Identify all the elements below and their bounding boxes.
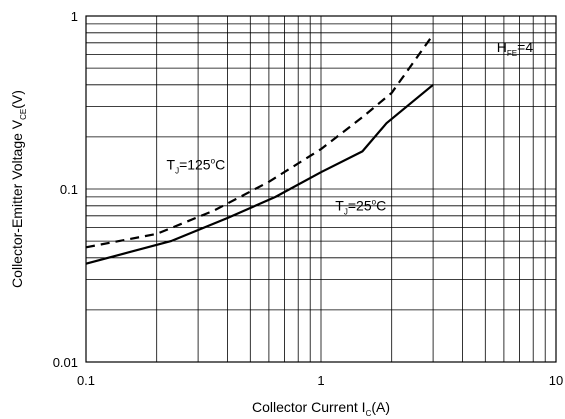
- series-layer: [85, 34, 434, 265]
- x-axis-title: Collector Current IC(A): [252, 399, 390, 418]
- annotation-symbol: T: [335, 198, 344, 214]
- y-tick-label: 0.01: [53, 355, 78, 370]
- x-axis-title-tail: (A): [371, 399, 390, 415]
- series-line-solid: [85, 83, 434, 265]
- annotation-subscript: J: [344, 208, 348, 217]
- annotation-symbol: T: [167, 156, 176, 172]
- grid: [86, 16, 556, 362]
- annotation-value: =4: [517, 39, 533, 55]
- annotation-superscript: o: [211, 156, 216, 165]
- y-tick-label: 0.1: [60, 182, 78, 197]
- x-axis-title-main: Collector Current I: [252, 399, 366, 415]
- annotation-hfe: HFE=4: [497, 39, 534, 58]
- annotation-unit: C: [376, 198, 386, 214]
- y-axis-title-sub: CE: [19, 109, 28, 120]
- axis-titles: Collector Current IC(A)Collector-Emitter…: [9, 90, 390, 418]
- y-axis-title: Collector-Emitter Voltage VCE(V): [9, 90, 28, 288]
- annotation-value: =25: [348, 198, 372, 214]
- tick-labels: 0.1 1 10 0.01 0.1 1: [53, 9, 564, 388]
- plot-frame: [85, 15, 557, 363]
- annotation-unit: C: [215, 156, 225, 172]
- annotation-superscript: o: [372, 198, 377, 207]
- annotation-symbol: H: [497, 39, 507, 55]
- annotation-tj-125: TJ=125oC: [167, 156, 226, 175]
- y-tick-label: 1: [71, 9, 78, 24]
- annotation-value: =125: [179, 156, 211, 172]
- x-axis-title-sub: C: [366, 409, 372, 418]
- y-axis-title-main: Collector-Emitter Voltage V: [9, 119, 25, 288]
- series-line-dashed: [85, 34, 434, 249]
- x-tick-label: 0.1: [77, 373, 95, 388]
- x-tick-label: 1: [317, 373, 324, 388]
- annotation-subscript: FE: [507, 49, 517, 58]
- annotation-tj-25: TJ=25oC: [335, 198, 386, 217]
- x-tick-label: 10: [549, 373, 563, 388]
- y-axis-title-tail: (V): [9, 90, 25, 109]
- annotation-subscript: J: [175, 166, 179, 175]
